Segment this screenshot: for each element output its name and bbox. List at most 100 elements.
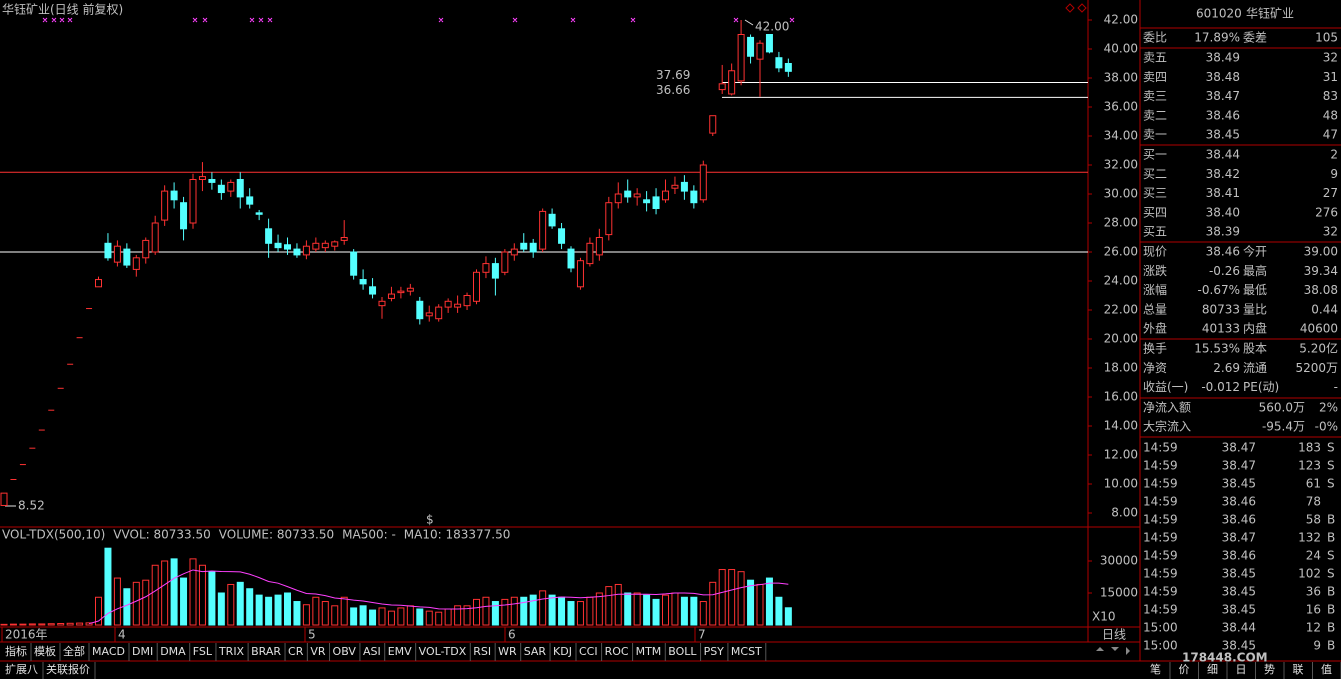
volume-bar — [558, 596, 566, 626]
volume-bar — [85, 622, 93, 626]
quote-value: 40600 — [1300, 322, 1338, 336]
indicator-tab[interactable]: MCST — [731, 645, 762, 658]
y-tick-label: 8.00 — [1111, 506, 1138, 520]
bottom-tab[interactable]: 关联报价 — [46, 662, 90, 676]
candle-body — [605, 202, 613, 236]
scroll-arrow[interactable] — [1111, 647, 1119, 651]
tick-volume: 132 — [1298, 531, 1321, 545]
indicator-tab[interactable]: BOLL — [668, 645, 697, 658]
price-mark-label: 37.69 — [656, 68, 690, 82]
indicator-tab[interactable]: EMV — [388, 645, 412, 658]
indicator-tab[interactable]: CR — [288, 645, 304, 658]
volume-bar — [624, 592, 632, 626]
tick-time: 14:59 — [1143, 477, 1178, 491]
indicator-tab[interactable]: KDJ — [553, 645, 572, 658]
indicator-tab[interactable]: DMI — [132, 645, 153, 658]
tick-volume: 58 — [1306, 513, 1321, 527]
panel-tab[interactable]: 日 — [1236, 663, 1247, 676]
quote-value: 48 — [1323, 108, 1338, 122]
volume-scale: X10 — [1092, 610, 1116, 624]
indicator-tab[interactable]: VR — [310, 645, 326, 658]
tick-price: 38.45 — [1222, 477, 1256, 491]
tick-side: B — [1327, 603, 1335, 617]
volume-bar — [529, 594, 537, 626]
indicator-tab[interactable]: PSY — [704, 645, 725, 658]
volume-bar — [784, 607, 792, 626]
bottom-tab[interactable]: 扩展八 — [5, 662, 38, 676]
volume-bar — [690, 596, 698, 626]
candle-body — [321, 242, 329, 249]
indicator-tab[interactable]: BRAR — [251, 645, 281, 658]
tick-time: 14:59 — [1143, 567, 1178, 581]
volume-bar — [454, 605, 462, 626]
indicator-tab[interactable]: RSI — [473, 645, 491, 658]
panel-tab[interactable]: 细 — [1207, 663, 1218, 676]
candle-body — [548, 213, 556, 227]
volume-bar — [161, 560, 169, 626]
indicator-tab[interactable]: OBV — [333, 645, 357, 658]
quote-label: 总量 — [1143, 302, 1167, 316]
tick-price: 38.47 — [1222, 441, 1256, 455]
quote-label: 卖五 — [1143, 51, 1167, 65]
candle-body — [756, 42, 764, 60]
volume-bar — [633, 592, 641, 626]
scroll-arrow[interactable] — [1126, 647, 1130, 655]
tick-price: 38.45 — [1222, 585, 1256, 599]
ma10-line — [88, 569, 789, 625]
quote-value: 38.45 — [1206, 128, 1240, 142]
indicator-tab[interactable]: 全部 — [63, 644, 85, 658]
tick-price: 38.46 — [1222, 495, 1256, 509]
volume-bar — [132, 581, 140, 626]
quote-value: 0.44 — [1311, 302, 1338, 316]
volume-bar — [302, 604, 310, 626]
volume-bar — [576, 601, 584, 626]
volume-bar — [19, 623, 27, 626]
quote-value: 38.47 — [1206, 89, 1240, 103]
signal-crosses — [42, 17, 795, 23]
quote-value: 38.44 — [1206, 148, 1240, 162]
quote-label: 涨跌 — [1143, 263, 1167, 278]
panel-tab[interactable]: 值 — [1321, 663, 1332, 676]
volume-bar — [208, 571, 216, 626]
indicator-tab[interactable]: TRIX — [218, 645, 245, 658]
volume-header: MA10: 183377.50 — [404, 528, 511, 542]
tick-side: B — [1327, 639, 1335, 653]
indicator-tab[interactable]: FSL — [193, 645, 213, 658]
volume-bar — [501, 598, 509, 626]
indicator-tab[interactable]: 模板 — [34, 644, 56, 658]
indicator-tab[interactable]: ROC — [605, 645, 629, 658]
volume-bar — [340, 596, 348, 626]
volume-bar — [265, 596, 273, 626]
candle-body — [406, 287, 414, 292]
volume-bar — [595, 592, 603, 626]
quote-label: 买五 — [1143, 225, 1167, 239]
candle-body — [132, 257, 140, 270]
indicator-tab[interactable]: CCI — [579, 645, 598, 658]
panel-tab[interactable]: 价 — [1179, 663, 1190, 676]
quote-label: 最高 — [1243, 263, 1267, 278]
volume-bar — [671, 592, 679, 626]
candle-body — [539, 210, 547, 250]
flow-pct: 2% — [1319, 401, 1338, 415]
scroll-arrow[interactable] — [1096, 647, 1104, 651]
indicator-tab[interactable]: MTM — [636, 645, 662, 658]
indicator-tab[interactable]: VOL-TDX — [419, 645, 467, 658]
panel-tab[interactable]: 联 — [1293, 663, 1304, 676]
indicator-tab[interactable]: SAR — [524, 645, 547, 658]
indicator-tab[interactable]: WR — [498, 645, 517, 658]
candle-body — [671, 184, 679, 189]
panel-tab[interactable]: 势 — [1264, 663, 1275, 676]
y-tick-label: 42.00 — [1104, 13, 1138, 27]
volume-bar — [350, 607, 358, 626]
date-label: 2016年 — [5, 628, 48, 642]
indicator-tab[interactable]: 指标 — [5, 644, 27, 658]
indicator-tab[interactable]: ASI — [363, 645, 381, 658]
candle-body — [444, 300, 452, 308]
indicator-tab[interactable]: DMA — [160, 645, 186, 658]
indicator-tab[interactable]: MACD — [92, 645, 125, 658]
panel-tab[interactable]: 笔 — [1150, 662, 1161, 676]
volume-bar — [520, 596, 528, 626]
volume-bar — [104, 547, 112, 626]
quote-label: 股本 — [1243, 342, 1267, 356]
y-tick-label: 14.00 — [1104, 419, 1138, 433]
